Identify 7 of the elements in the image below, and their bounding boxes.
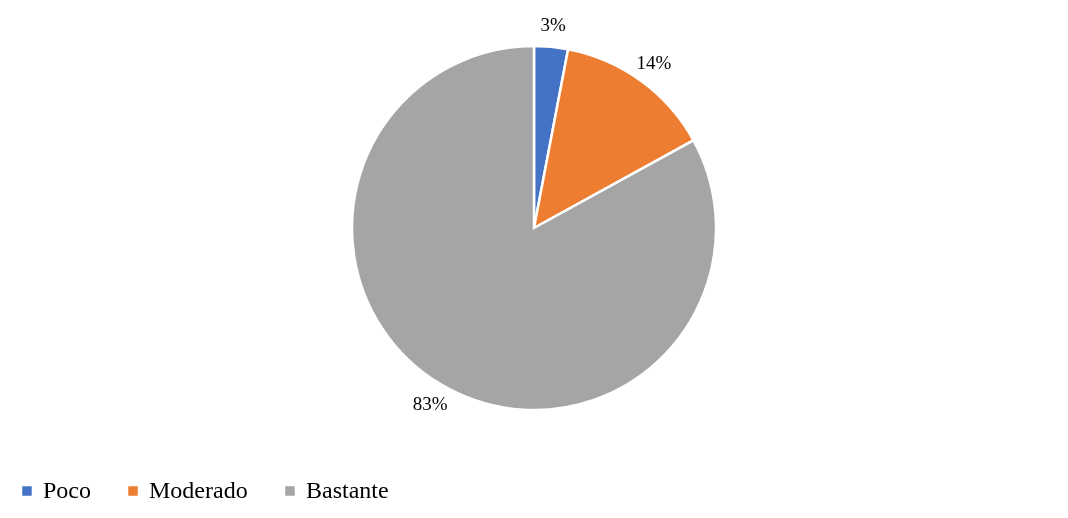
pie-slice — [350, 44, 718, 412]
legend-label: Bastante — [306, 477, 389, 503]
data-label: 3% — [540, 13, 567, 35]
legend-label: Poco — [43, 477, 91, 503]
legend-label: Moderado — [149, 477, 248, 503]
data-label: 14% — [636, 51, 672, 73]
data-label: 83% — [412, 392, 448, 414]
